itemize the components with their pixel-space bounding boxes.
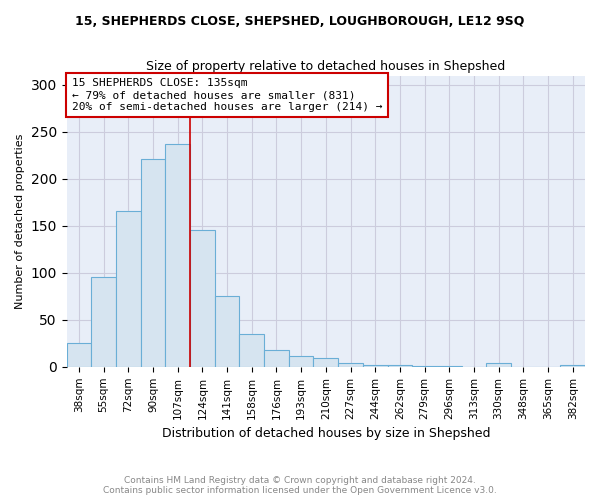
Bar: [289, 356, 313, 367]
Bar: [437, 366, 461, 367]
Bar: [215, 296, 239, 367]
Bar: [338, 363, 363, 367]
Bar: [91, 276, 116, 367]
Bar: [363, 365, 388, 367]
Bar: [141, 159, 166, 367]
Bar: [388, 365, 412, 367]
Text: 15 SHEPHERDS CLOSE: 135sqm
← 79% of detached houses are smaller (831)
20% of sem: 15 SHEPHERDS CLOSE: 135sqm ← 79% of deta…: [72, 78, 382, 112]
Y-axis label: Number of detached properties: Number of detached properties: [15, 134, 25, 309]
Title: Size of property relative to detached houses in Shepshed: Size of property relative to detached ho…: [146, 60, 505, 73]
Bar: [67, 344, 91, 367]
Bar: [116, 211, 141, 367]
Text: Contains HM Land Registry data © Crown copyright and database right 2024.
Contai: Contains HM Land Registry data © Crown c…: [103, 476, 497, 495]
X-axis label: Distribution of detached houses by size in Shepshed: Distribution of detached houses by size …: [161, 427, 490, 440]
Bar: [486, 363, 511, 367]
Bar: [313, 358, 338, 367]
Bar: [190, 230, 215, 367]
Bar: [239, 334, 264, 367]
Bar: [412, 366, 437, 367]
Bar: [264, 350, 289, 367]
Bar: [560, 365, 585, 367]
Bar: [166, 144, 190, 367]
Text: 15, SHEPHERDS CLOSE, SHEPSHED, LOUGHBOROUGH, LE12 9SQ: 15, SHEPHERDS CLOSE, SHEPSHED, LOUGHBORO…: [76, 15, 524, 28]
